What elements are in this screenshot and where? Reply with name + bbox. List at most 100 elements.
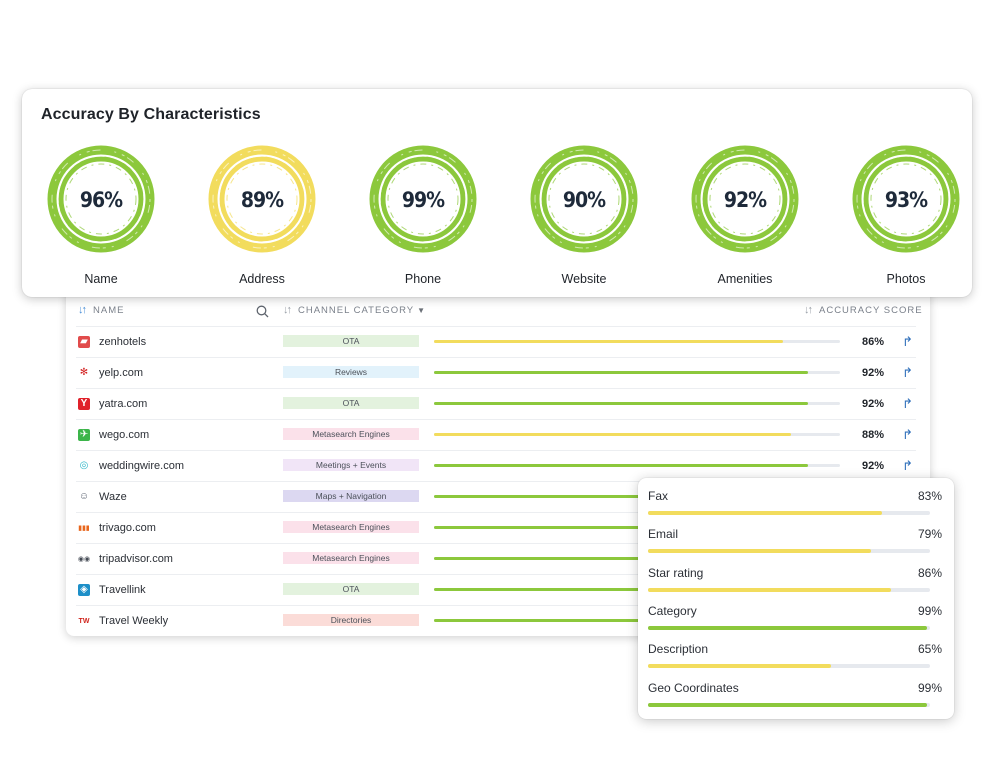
- attribute-value: 79%: [917, 527, 942, 542]
- ring-gauge: 92%: [691, 145, 799, 253]
- ring-value: 99%: [402, 188, 445, 212]
- table-row[interactable]: ◎ weddingwire.com Meetings + Events 92% ↱: [76, 450, 916, 481]
- search-icon[interactable]: [256, 305, 269, 318]
- ring-gauge: 90%: [530, 145, 638, 253]
- accuracy-bar: [434, 340, 840, 343]
- accuracy-ring-name: 96% Name: [41, 145, 161, 286]
- filter-icon[interactable]: ▼: [417, 305, 427, 315]
- share-arrow-icon[interactable]: ↱: [902, 334, 913, 349]
- ring-value: 96%: [80, 188, 123, 212]
- card-title: Accuracy By Characteristics: [41, 106, 261, 123]
- accuracy-bar: [434, 371, 840, 374]
- attribute-accuracy-popup: Fax 83% Email 79% Star rating 86% Category 99% D…: [638, 478, 954, 719]
- attribute-value: 99%: [917, 680, 942, 695]
- ring-label: Photos: [886, 272, 926, 286]
- share-arrow-icon[interactable]: ↱: [902, 396, 913, 411]
- attribute-value: 65%: [917, 642, 942, 657]
- accuracy-bar-fill: [434, 526, 808, 529]
- accuracy-score: 92%: [862, 398, 885, 410]
- table-row[interactable]: TW Travel Weekly Directories: [76, 605, 916, 636]
- accuracy-bar: [434, 557, 840, 560]
- ring-gauge: 93%: [852, 145, 960, 253]
- category-badge: Directories: [283, 614, 419, 626]
- category-badge: Meetings + Events: [283, 459, 419, 471]
- ring-gauge: 96%: [47, 145, 155, 253]
- attribute-bar-fill: [648, 625, 928, 630]
- accuracy-score: 86%: [862, 336, 885, 348]
- category-badge: OTA: [283, 583, 419, 595]
- category-badge: Metasearch Engines: [283, 521, 419, 533]
- name-header-label: NAME: [93, 304, 125, 316]
- accuracy-bar-fill: [434, 433, 792, 436]
- score-column-header[interactable]: ↓↑ ACCURACY SCORE: [804, 304, 923, 316]
- channel-name: yelp.com: [99, 367, 144, 379]
- sort-icon[interactable]: ↓↑: [78, 304, 87, 316]
- table-header: ↓↑ NAME ↓↑ CHANNEL CATEGORY ▼ ↓↑ ACCURAC…: [66, 304, 930, 326]
- travelweekly-logo: TW: [78, 615, 90, 627]
- channel-name: weddingwire.com: [99, 460, 184, 472]
- table-row[interactable]: ✻ yelp.com Reviews 92% ↱: [76, 357, 916, 388]
- table-row[interactable]: ☺ Waze Maps + Navigation: [76, 481, 916, 512]
- accuracy-bar: [434, 402, 840, 405]
- ring-value: 90%: [563, 188, 606, 212]
- share-arrow-icon[interactable]: ↱: [902, 365, 913, 380]
- attribute-row: Fax 83%: [648, 489, 942, 527]
- attribute-bar-fill: [648, 549, 871, 554]
- table-row[interactable]: ◉◉ tripadvisor.com Metasearch Engines: [76, 543, 916, 574]
- channel-table: ↓↑ NAME ↓↑ CHANNEL CATEGORY ▼ ↓↑ ACCURAC…: [66, 280, 930, 636]
- channel-name: zenhotels: [99, 336, 147, 348]
- accuracy-ring-amenities: 92% Amenities: [685, 145, 805, 286]
- ring-gauge: 89%: [208, 145, 316, 253]
- table-row[interactable]: ▮▮▮ trivago.com Metasearch Engines: [76, 512, 916, 543]
- category-badge: Metasearch Engines: [283, 428, 419, 440]
- accuracy-bar-fill: [434, 619, 808, 622]
- attribute-bar: [648, 625, 930, 630]
- accuracy-ring-address: 89% Address: [202, 145, 322, 286]
- accuracy-score: 92%: [862, 460, 885, 472]
- name-column-header[interactable]: ↓↑ NAME: [78, 304, 124, 316]
- attribute-row: Geo Coordinates 99%: [648, 681, 942, 719]
- category-badge: Reviews: [283, 366, 419, 378]
- attribute-bar: [648, 702, 930, 707]
- accuracy-score: 88%: [862, 429, 885, 441]
- sort-icon[interactable]: ↓↑: [283, 304, 292, 316]
- attribute-bar-fill: [648, 664, 832, 669]
- attribute-name: Star rating: [648, 565, 704, 580]
- attribute-bar-fill: [648, 511, 883, 515]
- category-badge: Maps + Navigation: [283, 490, 419, 502]
- tripadvisor-logo: ◉◉: [78, 553, 90, 565]
- channel-name: Travellink: [99, 584, 146, 596]
- attribute-bar-fill: [648, 587, 891, 592]
- table-row[interactable]: ✈ wego.com Metasearch Engines 88% ↱: [76, 419, 916, 450]
- ring-label: Amenities: [717, 272, 773, 286]
- share-arrow-icon[interactable]: ↱: [902, 427, 913, 442]
- accuracy-bar: [434, 588, 840, 591]
- attribute-value: 83%: [917, 489, 942, 503]
- ring-label: Website: [561, 272, 607, 286]
- yelp-logo: ✻: [78, 367, 90, 379]
- category-header-label: CHANNEL CATEGORY: [298, 304, 415, 316]
- category-badge: Metasearch Engines: [283, 552, 419, 564]
- category-column-header[interactable]: ↓↑ CHANNEL CATEGORY ▼: [283, 304, 426, 316]
- table-row[interactable]: ◈ Travellink OTA: [76, 574, 916, 605]
- accuracy-bar: [434, 433, 840, 436]
- ring-value: 93%: [885, 188, 928, 212]
- table-row[interactable]: ▰ zenhotels OTA 86% ↱: [76, 326, 916, 357]
- attribute-bar: [648, 664, 930, 669]
- channel-name: trivago.com: [99, 522, 156, 534]
- ring-gauge: 99%: [369, 145, 477, 253]
- weddingwire-logo: ◎: [78, 460, 90, 472]
- accuracy-ring-photos: 93% Photos: [846, 145, 966, 286]
- attribute-bar: [648, 587, 930, 592]
- channel-name: tripadvisor.com: [99, 553, 173, 565]
- attribute-row: Star rating 86%: [648, 566, 942, 604]
- accuracy-bar: [434, 495, 840, 498]
- accuracy-bar-fill: [434, 495, 808, 498]
- attribute-name: Description: [648, 642, 709, 657]
- share-arrow-icon[interactable]: ↱: [902, 458, 913, 473]
- accuracy-score: 92%: [862, 367, 885, 379]
- sort-icon[interactable]: ↓↑: [804, 304, 813, 316]
- attribute-name: Fax: [648, 489, 669, 503]
